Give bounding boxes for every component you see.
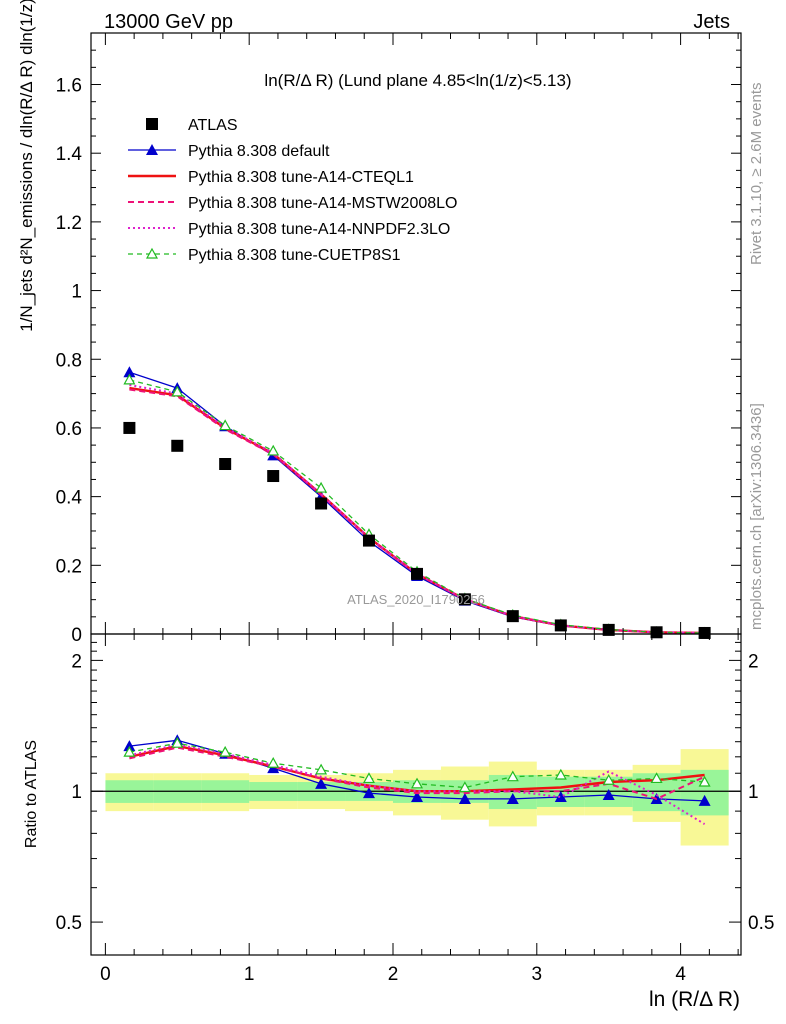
main-point-atlas bbox=[698, 626, 711, 639]
ratio-point-default bbox=[362, 787, 375, 799]
ratio-point-default bbox=[123, 740, 136, 752]
ratio-point-default bbox=[315, 777, 328, 789]
main-panel: 0 0.2 0.4 0.6 0.8 1 1.2 1.4 1.6 ln(R/Δ R) (Lund … bbox=[17, 0, 742, 646]
main-ytick-label: 1 bbox=[71, 282, 82, 303]
main-ytick-label: 1.4 bbox=[56, 144, 83, 165]
ratio-point-cuetp8s1 bbox=[506, 770, 519, 782]
ratio-ytick-label: 1 bbox=[71, 782, 82, 803]
main-point-atlas bbox=[123, 421, 136, 434]
ratio-series bbox=[123, 734, 711, 825]
main-point-atlas bbox=[219, 458, 232, 471]
legend-label-cuetp8s1: Pythia 8.308 tune-CUETP8S1 bbox=[188, 247, 401, 264]
ratio-point-cuetp8s1 bbox=[602, 773, 615, 785]
ratio-ytick-label-right: 1 bbox=[748, 782, 759, 803]
legend-label-atlas: ATLAS bbox=[188, 117, 238, 134]
main-point-cuetp8s1 bbox=[219, 419, 232, 431]
main-point-atlas bbox=[602, 623, 615, 636]
main-ytick-label: 0 bbox=[71, 625, 82, 646]
main-ylabel: 1/N_jets d²N_emissions / dln(R/Δ R) dln(… bbox=[17, 0, 36, 332]
ratio-point-default bbox=[554, 790, 567, 802]
main-ytick-label: 0.8 bbox=[56, 350, 82, 371]
x-tick-label: 3 bbox=[532, 964, 543, 985]
ratio-ylabel: Ratio to ATLAS bbox=[23, 740, 40, 848]
ratio-ytick-label: 0.5 bbox=[56, 913, 82, 934]
ratio-point-cuetp8s1 bbox=[315, 763, 328, 775]
side-mcplots-text: mcplots.cern.ch [arXiv:1306.3436] bbox=[748, 403, 765, 630]
main-point-cuetp8s1 bbox=[315, 481, 328, 493]
main-point-atlas bbox=[315, 497, 328, 510]
ratio-point-cuetp8s1 bbox=[171, 736, 184, 748]
main-point-atlas bbox=[411, 567, 424, 580]
ratio-point-cuetp8s1 bbox=[123, 745, 136, 757]
ratio-point-cuetp8s1 bbox=[362, 772, 375, 784]
main-ytick-label: 1.2 bbox=[56, 213, 82, 234]
legend-marker-default bbox=[146, 144, 158, 155]
ratio-line-nnpdf bbox=[129, 743, 706, 825]
ratio-point-cuetp8s1 bbox=[267, 756, 280, 768]
header-process: Jets bbox=[693, 11, 730, 33]
legend-label-cteql1: Pythia 8.308 tune-A14-CTEQL1 bbox=[188, 169, 414, 186]
x-tick-label: 4 bbox=[675, 964, 686, 985]
legend-label-nnpdf: Pythia 8.308 tune-A14-NNPDF2.3LO bbox=[188, 221, 450, 238]
ratio-panel: 0.5 0.5 1 1 2 2 0 1 2 3 4 Ratio to ATLAS ln (R/Δ R… bbox=[23, 633, 774, 1011]
legend-marker-cuetp8s1 bbox=[145, 247, 159, 259]
ratio-ytick-label-right: 2 bbox=[748, 651, 759, 672]
main-point-cuetp8s1 bbox=[123, 373, 136, 385]
ratio-point-cuetp8s1 bbox=[650, 772, 663, 784]
x-axis-label: ln (R/Δ R) bbox=[649, 988, 740, 1011]
legend-label-mstw: Pythia 8.308 tune-A14-MSTW2008LO bbox=[188, 195, 457, 212]
main-axis: 0 0.2 0.4 0.6 0.8 1 1.2 1.4 1.6 bbox=[56, 33, 741, 646]
main-point-atlas bbox=[362, 534, 375, 547]
main-ytick-label: 0.4 bbox=[56, 488, 83, 509]
watermark: ATLAS_2020_I1790256 bbox=[347, 592, 485, 607]
ratio-point-cuetp8s1 bbox=[458, 781, 471, 793]
ratio-point-cuetp8s1 bbox=[219, 745, 232, 757]
ratio-point-default bbox=[698, 794, 711, 806]
side-rivet: Rivet 3.1.10, ≥ 2.6M events bbox=[748, 83, 765, 266]
main-point-atlas bbox=[650, 626, 663, 639]
main-point-cuetp8s1 bbox=[267, 444, 280, 456]
ratio-axis: 0.5 0.5 1 1 2 2 0 1 2 3 4 bbox=[56, 634, 774, 985]
side-mcplots: mcplots.cern.ch [arXiv:1306.3436] bbox=[748, 403, 765, 630]
ratio-point-cuetp8s1 bbox=[698, 775, 711, 787]
x-tick-label: 1 bbox=[244, 964, 255, 985]
main-ytick-label: 0.2 bbox=[56, 556, 82, 577]
x-tick-label: 2 bbox=[388, 964, 399, 985]
ratio-point-default bbox=[602, 789, 615, 801]
main-point-cuetp8s1 bbox=[171, 385, 184, 397]
ratio-point-default bbox=[411, 790, 424, 802]
ratio-point-default bbox=[458, 792, 471, 804]
ratio-ylabel-text: Ratio to ATLAS bbox=[23, 740, 40, 848]
main-title: ln(R/Δ R) (Lund plane 4.85<ln(1/z)<5.13) bbox=[264, 71, 571, 90]
main-ylabel-text: 1/N_jets d²N_emissions / dln(R/Δ R) dln(… bbox=[17, 0, 36, 332]
main-point-default bbox=[123, 366, 136, 378]
ratio-frame bbox=[90, 633, 742, 956]
main-ytick-label: 0.6 bbox=[56, 419, 82, 440]
main-point-atlas bbox=[458, 593, 471, 606]
x-tick-label: 0 bbox=[100, 964, 111, 985]
header-energy: 13000 GeV pp bbox=[104, 11, 233, 33]
ratio-point-cuetp8s1 bbox=[410, 777, 424, 789]
main-point-atlas bbox=[554, 619, 567, 632]
main-point-atlas bbox=[267, 470, 280, 483]
legend-label-default: Pythia 8.308 default bbox=[188, 143, 330, 160]
main-point-atlas bbox=[506, 610, 519, 623]
ratio-ytick-label: 2 bbox=[71, 651, 82, 672]
ratio-ytick-label-right: 0.5 bbox=[748, 913, 774, 934]
side-rivet-text: Rivet 3.1.10, ≥ 2.6M events bbox=[748, 83, 765, 266]
main-point-atlas bbox=[171, 439, 184, 452]
ratio-point-cuetp8s1 bbox=[554, 768, 567, 780]
main-legend: ATLAS Pythia 8.308 default Pythia 8.308 tu… bbox=[128, 117, 457, 264]
legend-marker-atlas bbox=[146, 118, 158, 130]
main-ytick-label: 1.6 bbox=[56, 76, 82, 97]
ratio-point-default bbox=[506, 792, 519, 804]
